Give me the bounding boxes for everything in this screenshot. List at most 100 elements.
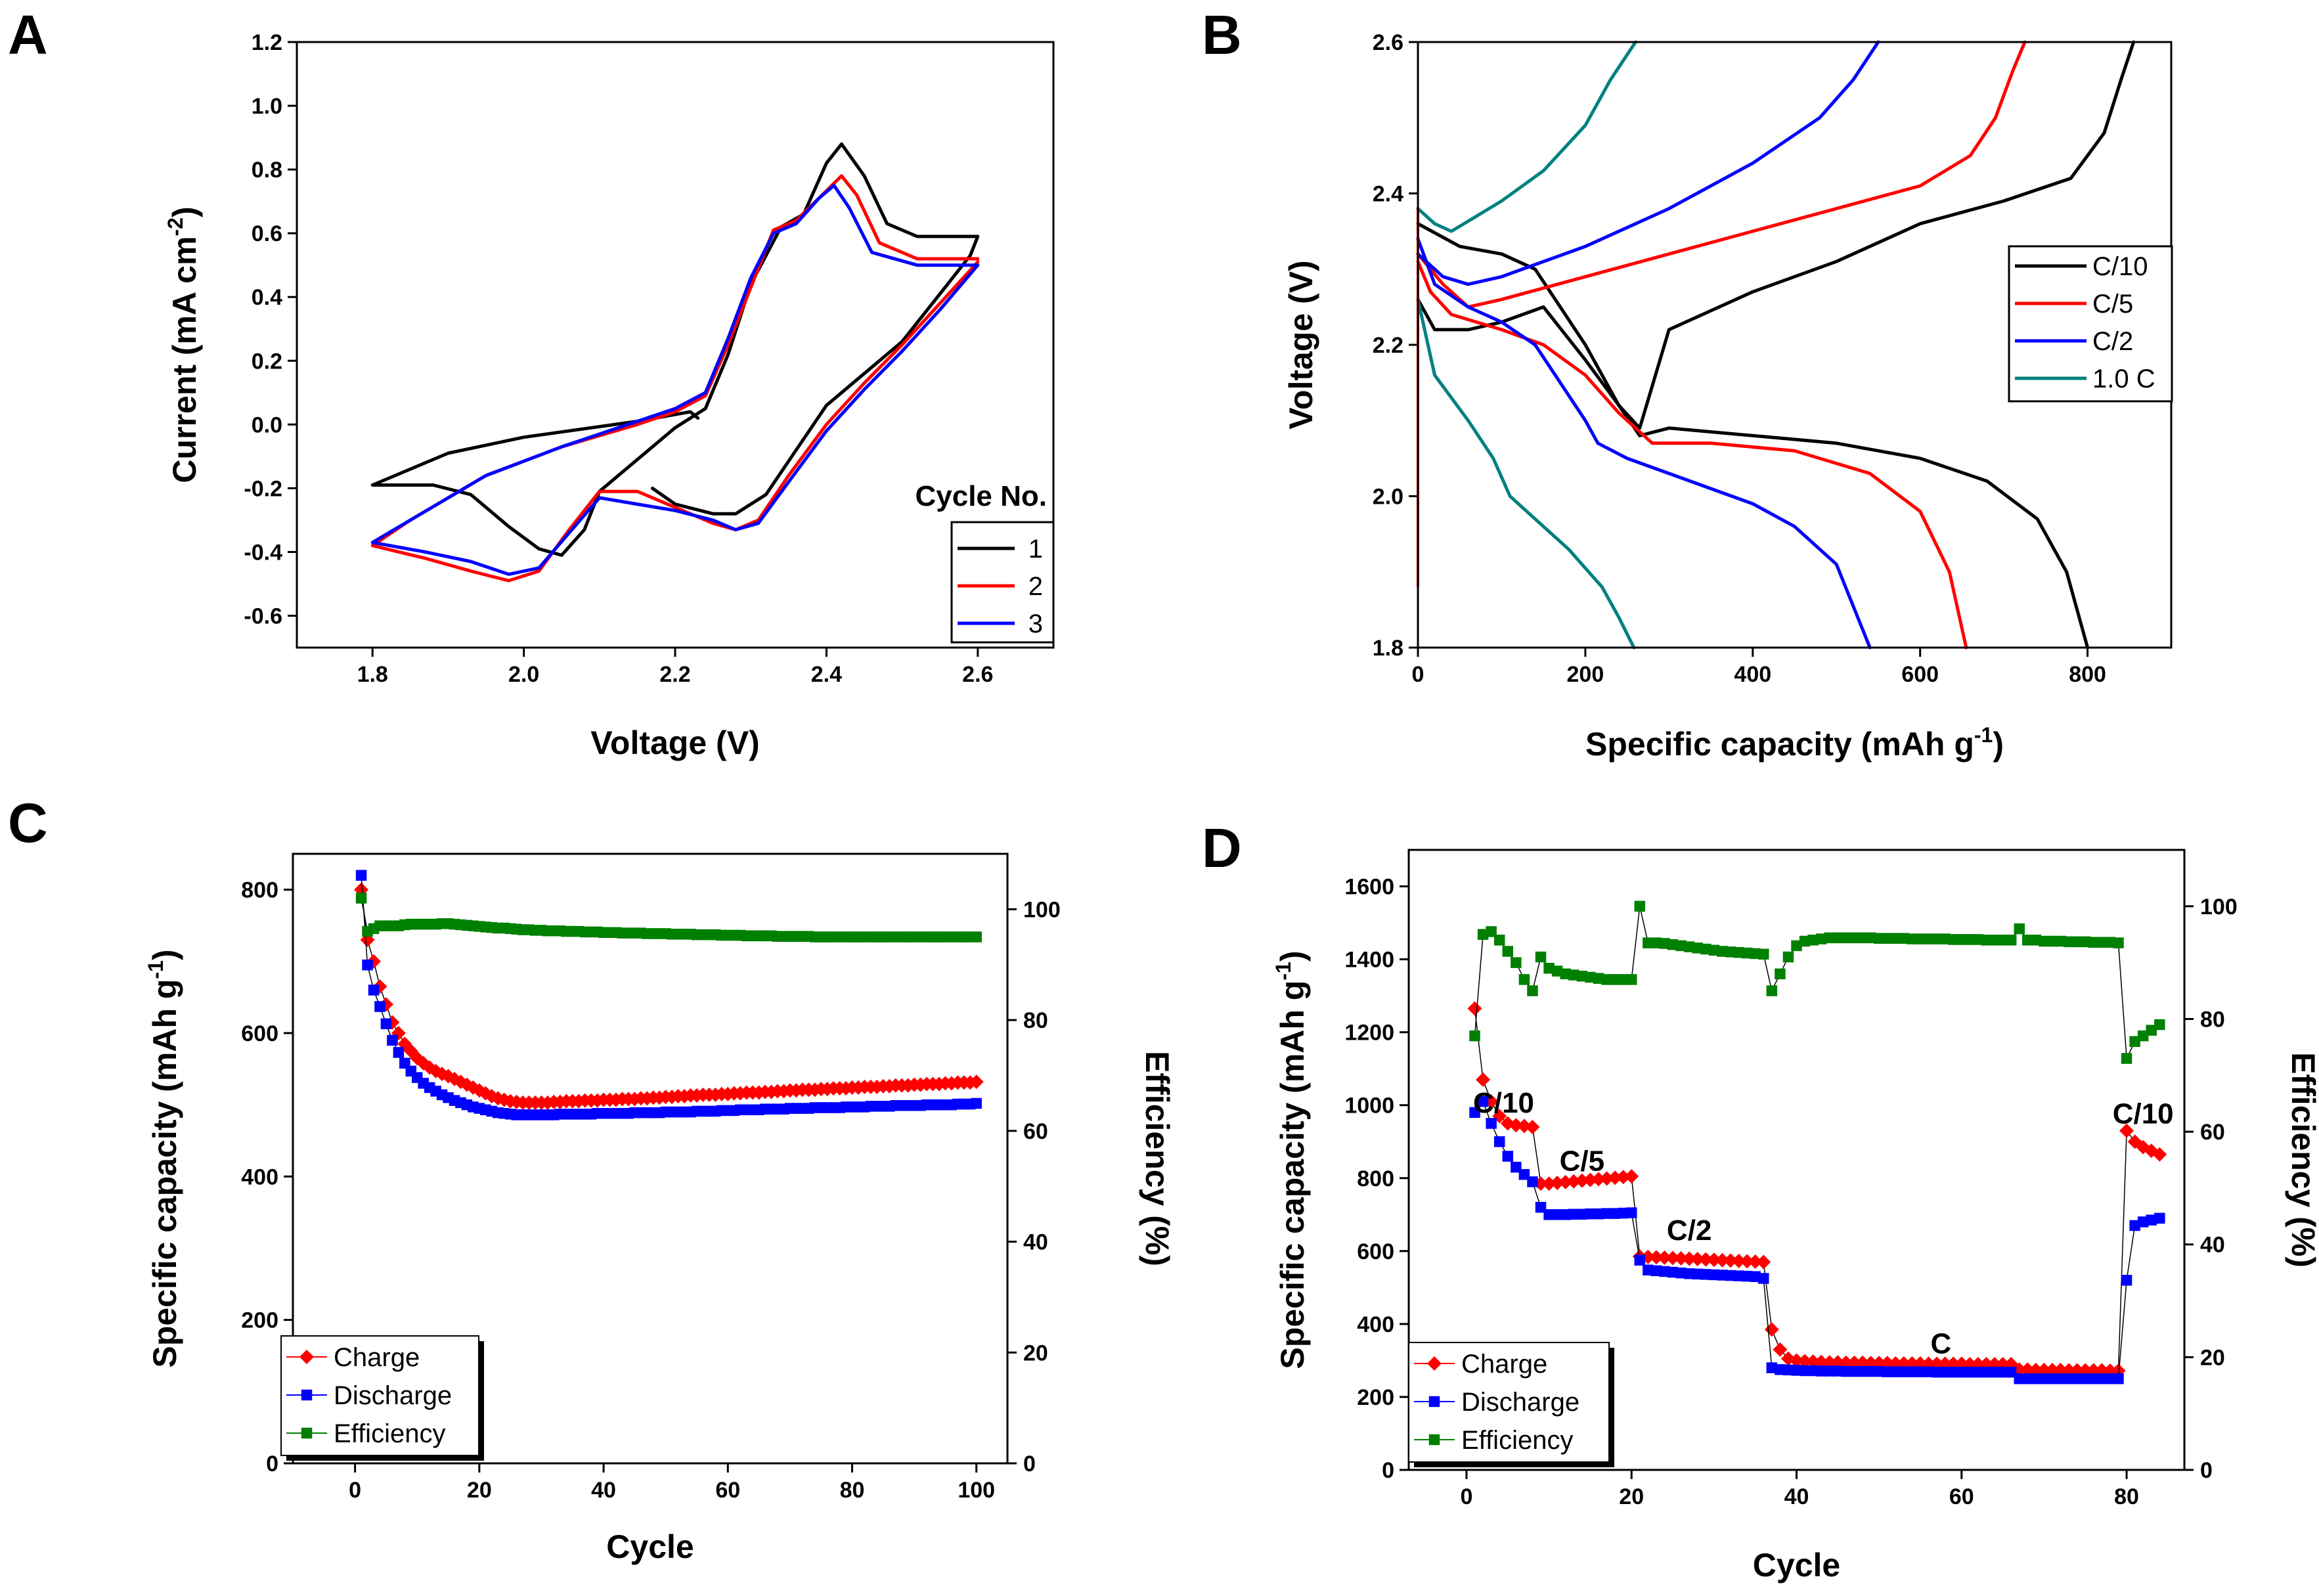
panel-d-efficiency-point [1725,946,1736,958]
panel-d-discharge-point [1923,1366,1934,1377]
panel-c-discharge-point [374,1001,386,1012]
panel-d-efficiency-point [1618,974,1629,985]
panel-c-efficiency-point [971,931,982,942]
panel-a-ytick-label: -0.4 [244,540,282,565]
panel-d-discharge-point [1576,1208,1588,1220]
panel-c-legend-label: Efficiency [334,1419,445,1448]
panel-d-efficiency-point [1708,944,1720,956]
panel-d-ytick-label: 0 [1382,1458,1394,1483]
panel-a-y-axis-label: Current (mA cm-2) [164,206,203,483]
panel-d-discharge-point [1782,1364,1794,1376]
panel-d-annotation: C/5 [1560,1145,1604,1178]
panel-b-legend-label: C/2 [2092,327,2133,356]
panel-d-discharge-point [1692,1268,1703,1280]
panel-d-efficiency-point [1609,974,1621,985]
panel-b-ytick-label: 2.4 [1373,182,1403,207]
panel-a-xtick-label: 2.2 [659,662,690,687]
panel-d-efficiency-point [2005,935,2017,946]
panel-d-charge-point [1648,1250,1664,1265]
panel-d-efficiency-point [1964,934,1976,945]
panel-b-y-axis-label: Voltage (V) [1283,260,1319,429]
panel-d-efficiency-point [1882,933,1893,944]
panel-d-efficiency-point [1585,971,1596,983]
panel-b-10C-discharge-line [1416,298,1636,650]
panel-d-charge-point [1748,1254,1763,1269]
panel-a-cycle-1-line [370,142,980,557]
panel-d-discharge-connector [1474,1100,2160,1379]
panel-d-efficiency-point [1643,937,1654,948]
panel-d-discharge-point [1683,1268,1695,1279]
panel-a-y-axis-label-sup: -2 [164,217,187,236]
panel-d-charge-point [1698,1252,1713,1267]
panel-b-xtick-label: 400 [1734,662,1771,687]
panel-d-efficiency-point [1675,940,1687,952]
panel-d-charge-point [1583,1172,1598,1187]
panel-d-efficiency-point [1568,969,1579,981]
panel-a-chart: 1.8 2.0 2.2 2.4 2.6 -0.6 -0.4 -0.2 0.0 0.2 0.4 0.6 0… [164,30,1055,761]
panel-d-efficiency-point [1989,935,2000,946]
panel-b-legend-label: C/10 [2092,252,2148,281]
panel-a-ytick-label: 1.0 [252,94,282,119]
panel-b-legend-label: C/5 [2092,290,2133,319]
panel-d-charge-point [1798,1354,1813,1369]
panel-d-discharge-point [1947,1366,1959,1378]
panel-c-xtick-label: 80 [840,1478,865,1503]
panel-b-C10-charge-line [1416,40,2136,430]
panel-d-ytick-label: 200 [1357,1385,1394,1410]
panel-d-xtick-label: 0 [1460,1484,1472,1509]
panel-a-ytick-label: 1.2 [252,30,282,55]
panel-d-discharge-point [1799,1365,1811,1377]
panel-d-discharge-point [1493,1136,1505,1147]
panel-d-y-axis-label-main: Specific capacity (mAh g [1274,981,1311,1369]
panel-d-xtick-label: 40 [1784,1484,1809,1509]
panel-c-discharge-point [971,1097,982,1109]
panel-d-discharge-point [1650,1265,1662,1277]
panel-d-charge-connector [1474,1008,2160,1371]
panel-d-xtick-label: 60 [1949,1484,1974,1509]
panel-d-efficiency-point [1659,938,1670,949]
panel-d-discharge-point [1469,1107,1480,1119]
panel-d-discharge-point [1625,1207,1637,1218]
panel-d-efficiency-point [1939,933,1951,944]
panel-b-ytick-label: 2.6 [1373,30,1403,55]
panel-b-x-axis-label: Specific capacity (mAh g-1) [1585,723,2004,763]
panel-d-discharge-point [1997,1366,2008,1378]
panel-c-charge-point [969,1075,984,1090]
panel-d-discharge-point [1849,1365,1860,1377]
panel-d-legend-swatch-marker [1428,1434,1440,1446]
panel-d-efficiency-point [1560,968,1571,980]
panel-d-discharge-point [1511,1161,1522,1173]
panel-d-discharge-point [1898,1366,1910,1377]
panel-a-plot-frame [296,41,1055,649]
panel-d-discharge-point [2055,1373,2066,1385]
panel-d-y-axis-label-sup: -1 [1271,962,1295,980]
panel-label-a: A [8,4,48,66]
panel-b-x-axis-label-end: ) [1993,726,2004,763]
panel-d-efficiency-point [1733,946,1744,958]
panel-b-C5-charge-line [1416,40,2027,309]
panel-c-y-axis-label: Specific capacity (mAh g-1) [144,950,183,1368]
panel-d-charge-point [1666,1251,1681,1266]
panel-c-legend-swatch-marker [301,1389,313,1401]
panel-d-charge-point [1690,1252,1705,1267]
panel-d-efficiency-point [1981,935,1992,946]
panel-d-charge-point [2020,1362,2035,1377]
panel-d-efficiency-point [2039,935,2050,947]
panel-d-discharge-point [1989,1366,2000,1378]
panel-d-efficiency-point [1923,933,1934,944]
panel-d-discharge-point [1815,1365,1827,1377]
panel-b-xtick-label: 600 [1901,662,1939,687]
panel-d-discharge-point [1791,1365,1802,1376]
panel-d-efficiency-point [1551,965,1563,977]
panel-b-xtick-label: 800 [2069,662,2106,687]
panel-a-x-axis-label: Voltage (V) [590,724,759,761]
panel-c-discharge-point [380,1018,392,1029]
panel-d-charge-point [1682,1251,1697,1266]
panel-d-discharge-point [1643,1264,1654,1275]
panel-c-legend-swatch-marker [301,1427,313,1439]
panel-d-discharge-point [2071,1373,2083,1385]
panel-a-ytick-label: 0.6 [252,221,282,246]
panel-d-discharge-point [1741,1270,1753,1282]
panel-d-annotation: C/2 [1667,1214,1712,1247]
panel-d-discharge-point [2030,1373,2042,1385]
